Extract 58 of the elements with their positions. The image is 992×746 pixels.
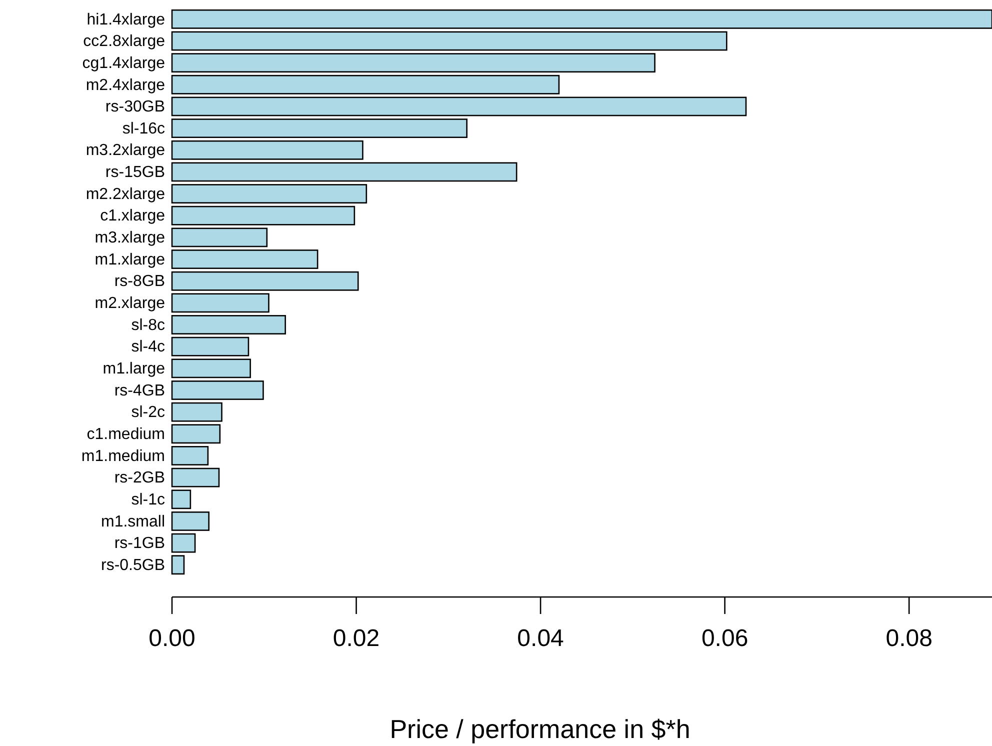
bar [171,336,250,356]
y-tick-label: m2.4xlarge [86,76,166,94]
x-tick-label: 0.04 [517,624,564,652]
y-tick-label: sl-16c [122,120,165,138]
bar [171,96,747,116]
bar [171,9,992,29]
bar [171,118,468,138]
bar [171,206,356,226]
bar [171,555,185,575]
bar [171,468,220,488]
bar [171,74,560,94]
bar [171,250,318,269]
y-tick-label: sl-4c [131,338,165,356]
y-tick-label: m3.xlarge [94,230,166,247]
y-tick-label: sl-2c [131,404,165,422]
y-tick-label: sl-1c [131,491,165,508]
bar [171,424,221,444]
x-tick-label: 0.08 [886,624,932,652]
bar [171,380,264,400]
y-tick-label: sl-8c [131,316,165,334]
bar [171,402,222,422]
bar [171,162,518,182]
y-tick-label: m3.2xlarge [86,142,166,160]
bar [171,490,192,510]
x-tick-label: 0.00 [148,624,196,652]
y-tick-label: m1.xlarge [94,251,166,268]
y-tick-label: m1.small [100,513,165,530]
y-tick-label: m2.2xlarge [86,186,166,203]
bar [171,358,251,378]
bar [171,271,359,291]
bar [171,53,656,73]
y-tick-label: rs-8GB [114,273,165,290]
bar [171,511,210,531]
x-tick-label: 0.06 [701,624,748,652]
bar [171,446,209,466]
y-tick-label: rs-15GB [105,164,165,182]
x-tick-label: 0.02 [332,624,380,652]
bar [171,533,196,553]
y-tick-label: m1.medium [81,448,165,465]
y-tick-label: rs-30GB [105,98,165,116]
bar [171,184,368,204]
y-tick-label: cc2.8xlarge [83,33,166,50]
y-tick-label: rs-4GB [114,382,165,400]
y-tick-label: rs-1GB [114,535,165,552]
bar [171,315,286,334]
bar [171,228,268,248]
y-tick-label: hi1.4xlarge [86,11,166,28]
y-tick-label: c1.xlarge [100,208,166,225]
y-tick-label: rs-2GB [114,470,165,487]
y-tick-label: m2.xlarge [94,295,166,312]
y-tick-label: cg1.4xlarge [82,54,166,72]
x-axis-title: Price / performance in $*h [390,714,690,744]
y-tick-label: rs-0.5GB [100,556,165,574]
y-tick-label: c1.medium [86,426,165,443]
bar [171,293,270,313]
y-tick-label: m1.large [102,360,166,378]
bar [171,140,364,160]
bar [171,31,728,51]
